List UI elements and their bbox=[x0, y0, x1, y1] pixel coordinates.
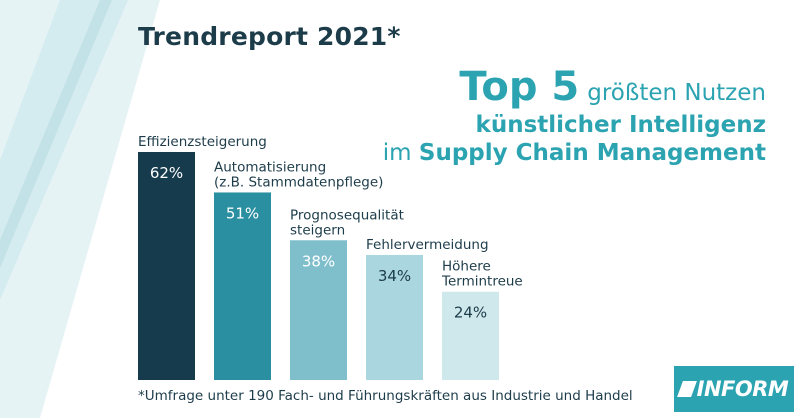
bar-value-label-4: 34% bbox=[378, 267, 411, 285]
headline-line-2: künstlicher Intelligenz bbox=[475, 112, 766, 138]
category-label-2-2: (z.B. Stammdatenpflege) bbox=[214, 174, 383, 190]
category-label-3-1: Prognosequalität bbox=[290, 207, 404, 223]
logo-text: INFORM bbox=[696, 377, 789, 401]
report-title: Trendreport 2021* bbox=[138, 22, 401, 51]
headline-rest: größten Nutzen bbox=[587, 80, 766, 106]
bar-4 bbox=[366, 254, 423, 380]
footnote: *Umfrage unter 190 Fach- und Führungskrä… bbox=[138, 388, 633, 404]
category-label-3-2: steigern bbox=[290, 222, 345, 238]
bar-value-label-2: 51% bbox=[226, 204, 259, 222]
headline: Top 5 größten Nutzen künstlicher Intellig… bbox=[383, 64, 766, 166]
category-label-2-1: Automatisierung bbox=[214, 159, 326, 175]
bar-2 bbox=[214, 192, 271, 380]
headline-line-3: im Supply Chain Management bbox=[383, 140, 766, 166]
category-label-5-1: Höhere bbox=[442, 259, 491, 275]
headline-line-3-bold: Supply Chain Management bbox=[418, 140, 766, 166]
bar-1 bbox=[138, 152, 195, 380]
bar-value-label-1: 62% bbox=[150, 164, 183, 182]
inform-logo: INFORM bbox=[674, 366, 794, 412]
logo-slash-icon bbox=[676, 381, 697, 397]
bar-value-label-5: 24% bbox=[454, 304, 487, 322]
category-label-1-1: Effizienzsteigerung bbox=[138, 134, 267, 150]
bar-3 bbox=[290, 240, 347, 380]
category-label-5-2: Termintreue bbox=[441, 274, 523, 290]
headline-line-1: Top 5 größten Nutzen bbox=[383, 64, 766, 110]
headline-line-3-prefix: im bbox=[382, 140, 412, 166]
top5-text: Top 5 bbox=[459, 64, 580, 110]
bar-value-label-3: 38% bbox=[302, 252, 335, 270]
category-label-4-1: Fehlervermeidung bbox=[366, 237, 489, 253]
bar-5 bbox=[442, 291, 499, 380]
